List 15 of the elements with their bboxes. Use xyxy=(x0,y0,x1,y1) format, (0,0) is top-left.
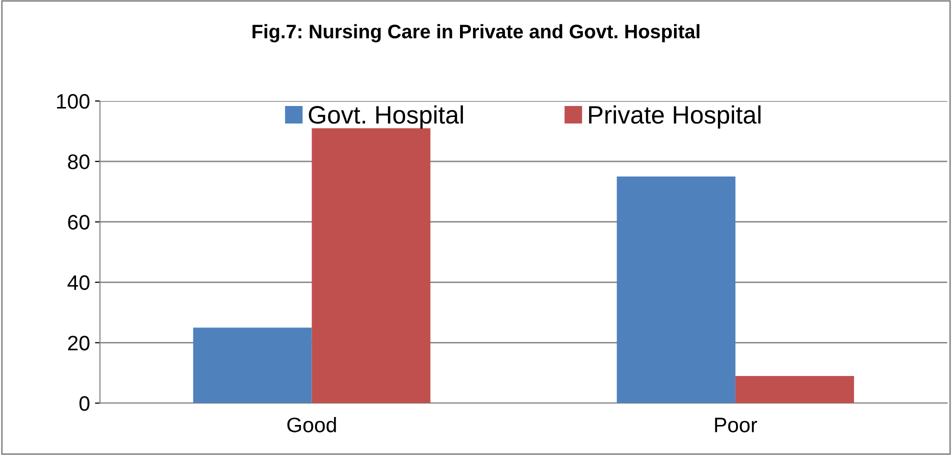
x-tick-label: Poor xyxy=(715,418,758,432)
y-tick-label: 20 xyxy=(68,336,90,350)
bar xyxy=(735,376,854,404)
y-tick-label: 0 xyxy=(79,396,90,411)
legend-label: Govt. Hospital xyxy=(308,105,463,129)
bar xyxy=(312,128,430,404)
x-tick-label: Good xyxy=(287,417,336,432)
y-tick-label: 100 xyxy=(57,94,90,109)
legend-label: Private Hospital xyxy=(589,105,760,129)
y-tick-label: 40 xyxy=(68,275,90,290)
y-tick-label: 60 xyxy=(68,214,90,230)
bar xyxy=(616,176,736,404)
bar xyxy=(193,328,312,404)
y-tick-label: 80 xyxy=(68,154,90,170)
chart-title: Fig.7: Nursing Care in Private and Govt. Hospital xyxy=(252,24,700,42)
